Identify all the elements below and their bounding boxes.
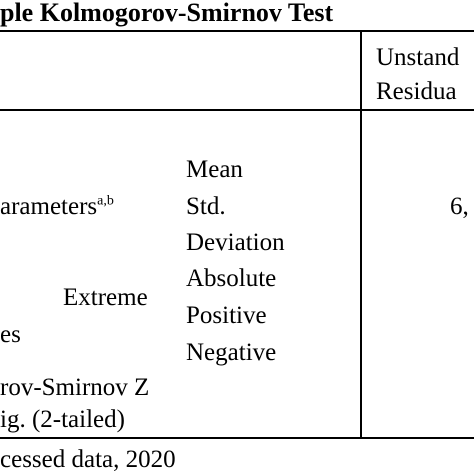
row-extreme-label: Extreme [63, 284, 148, 311]
source-footnote: cessed data, 2020 [0, 446, 176, 473]
row-positive-label: Positive [186, 302, 267, 329]
row-normal-parameters-label: arametersa,b [0, 194, 114, 219]
row-differences-label: es [0, 321, 21, 348]
header-unstandardized-line1: Unstand [376, 44, 460, 71]
column-divider [360, 30, 362, 439]
row-mean-label: Mean [186, 156, 243, 183]
std-deviation-value: 6, [450, 193, 469, 220]
normal-parameters-text: arameters [0, 193, 98, 220]
row-std-label-line2: Deviation [186, 229, 285, 256]
table-bottom-border [0, 437, 474, 439]
title-underline [0, 30, 474, 32]
row-std-label-line1: Std. [186, 193, 226, 220]
header-residual-line2: Residua [376, 78, 457, 105]
normal-parameters-superscript: a,b [97, 193, 114, 209]
table-title: ple Kolmogorov-Smirnov Test [0, 0, 334, 27]
row-absolute-label: Absolute [186, 265, 277, 292]
row-negative-label: Negative [186, 339, 277, 366]
header-bottom-border [0, 109, 474, 111]
row-ks-z-label: rov-Smirnov Z [0, 374, 150, 401]
row-sig-label: ig. (2-tailed) [0, 406, 125, 433]
